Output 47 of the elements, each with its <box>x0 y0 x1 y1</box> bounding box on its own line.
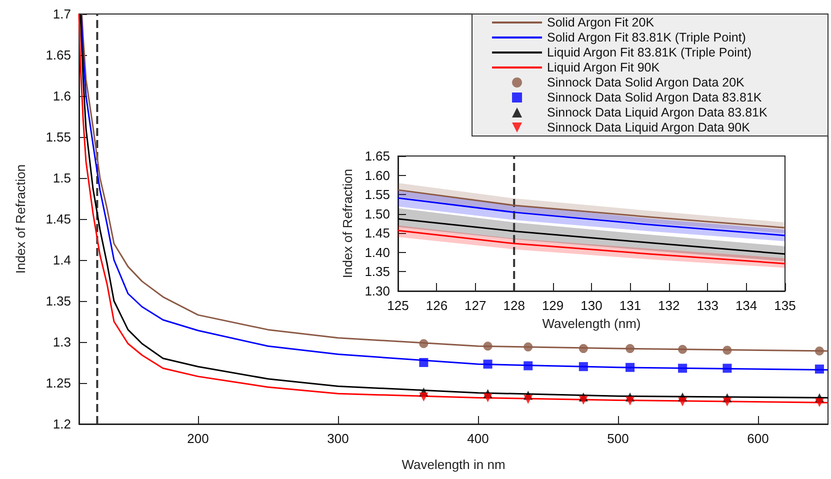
x-tick-label: 129 <box>542 298 564 313</box>
y-tick-label: 1.65 <box>364 148 390 164</box>
legend-label: Liquid Argon Fit 90K <box>547 60 660 74</box>
y-axis-title: Index of Refraction <box>340 168 355 278</box>
legend-label: Solid Argon Fit 20K <box>547 16 655 30</box>
x-tick-label: 300 <box>327 431 349 446</box>
y-tick-label: 1.4 <box>52 252 71 268</box>
x-tick-label: 125 <box>387 298 409 313</box>
x-tick-label: 131 <box>619 298 642 313</box>
y-tick-label: 1.45 <box>364 226 390 241</box>
y-tick-label: 1.65 <box>46 48 71 62</box>
y-tick-label: 1.60 <box>364 168 390 183</box>
y-tick-label: 1.7 <box>52 6 71 22</box>
x-tick-label: 127 <box>464 298 486 313</box>
y-tick-label: 1.45 <box>46 212 71 226</box>
x-tick-label: 132 <box>658 298 680 313</box>
x-tick-label: 134 <box>735 298 758 313</box>
x-tick-label: 126 <box>426 298 448 313</box>
y-tick-label: 1.35 <box>364 264 390 280</box>
x-tick-label: 200 <box>187 431 209 446</box>
x-axis-title: Wavelength in nm <box>402 457 506 472</box>
legend-label: Solid Argon Fit 83.81K (Triple Point) <box>547 30 746 44</box>
legend-label: Liquid Argon Fit 83.81K (Triple Point) <box>547 46 752 60</box>
x-tick-label: 135 <box>774 298 796 313</box>
x-tick-label: 133 <box>696 298 718 313</box>
x-tick-label: 600 <box>747 431 769 446</box>
y-tick-label: 1.5 <box>52 170 71 186</box>
x-tick-label: 400 <box>467 431 489 446</box>
y-tick-label: 1.35 <box>46 294 71 308</box>
x-tick-label: 500 <box>607 431 629 446</box>
legend-label: Sinnock Data Solid Argon Data 20K <box>547 76 746 90</box>
y-tick-label: 1.3 <box>52 334 71 350</box>
y-tick-label: 1.50 <box>364 206 390 222</box>
y-tick-label: 1.25 <box>46 376 71 390</box>
y-tick-label: 1.6 <box>52 88 71 104</box>
y-tick-label: 1.2 <box>52 416 71 432</box>
y-tick-label: 1.30 <box>364 284 390 298</box>
legend-label: Sinnock Data Liquid Argon Data 83.81K <box>547 106 768 120</box>
y-tick-label: 1.55 <box>46 130 71 144</box>
x-axis-title: Wavelength (nm) <box>542 316 641 331</box>
y-tick-label: 1.40 <box>364 244 390 260</box>
y-tick-label: 1.55 <box>364 187 390 202</box>
y-axis-title: Index of Refraction <box>13 164 28 274</box>
x-tick-label: 128 <box>503 298 525 313</box>
legend-label: Sinnock Data Liquid Argon Data 90K <box>547 120 751 134</box>
x-tick-label: 130 <box>580 298 602 313</box>
legend-label: Sinnock Data Solid Argon Data 83.81K <box>547 90 762 104</box>
